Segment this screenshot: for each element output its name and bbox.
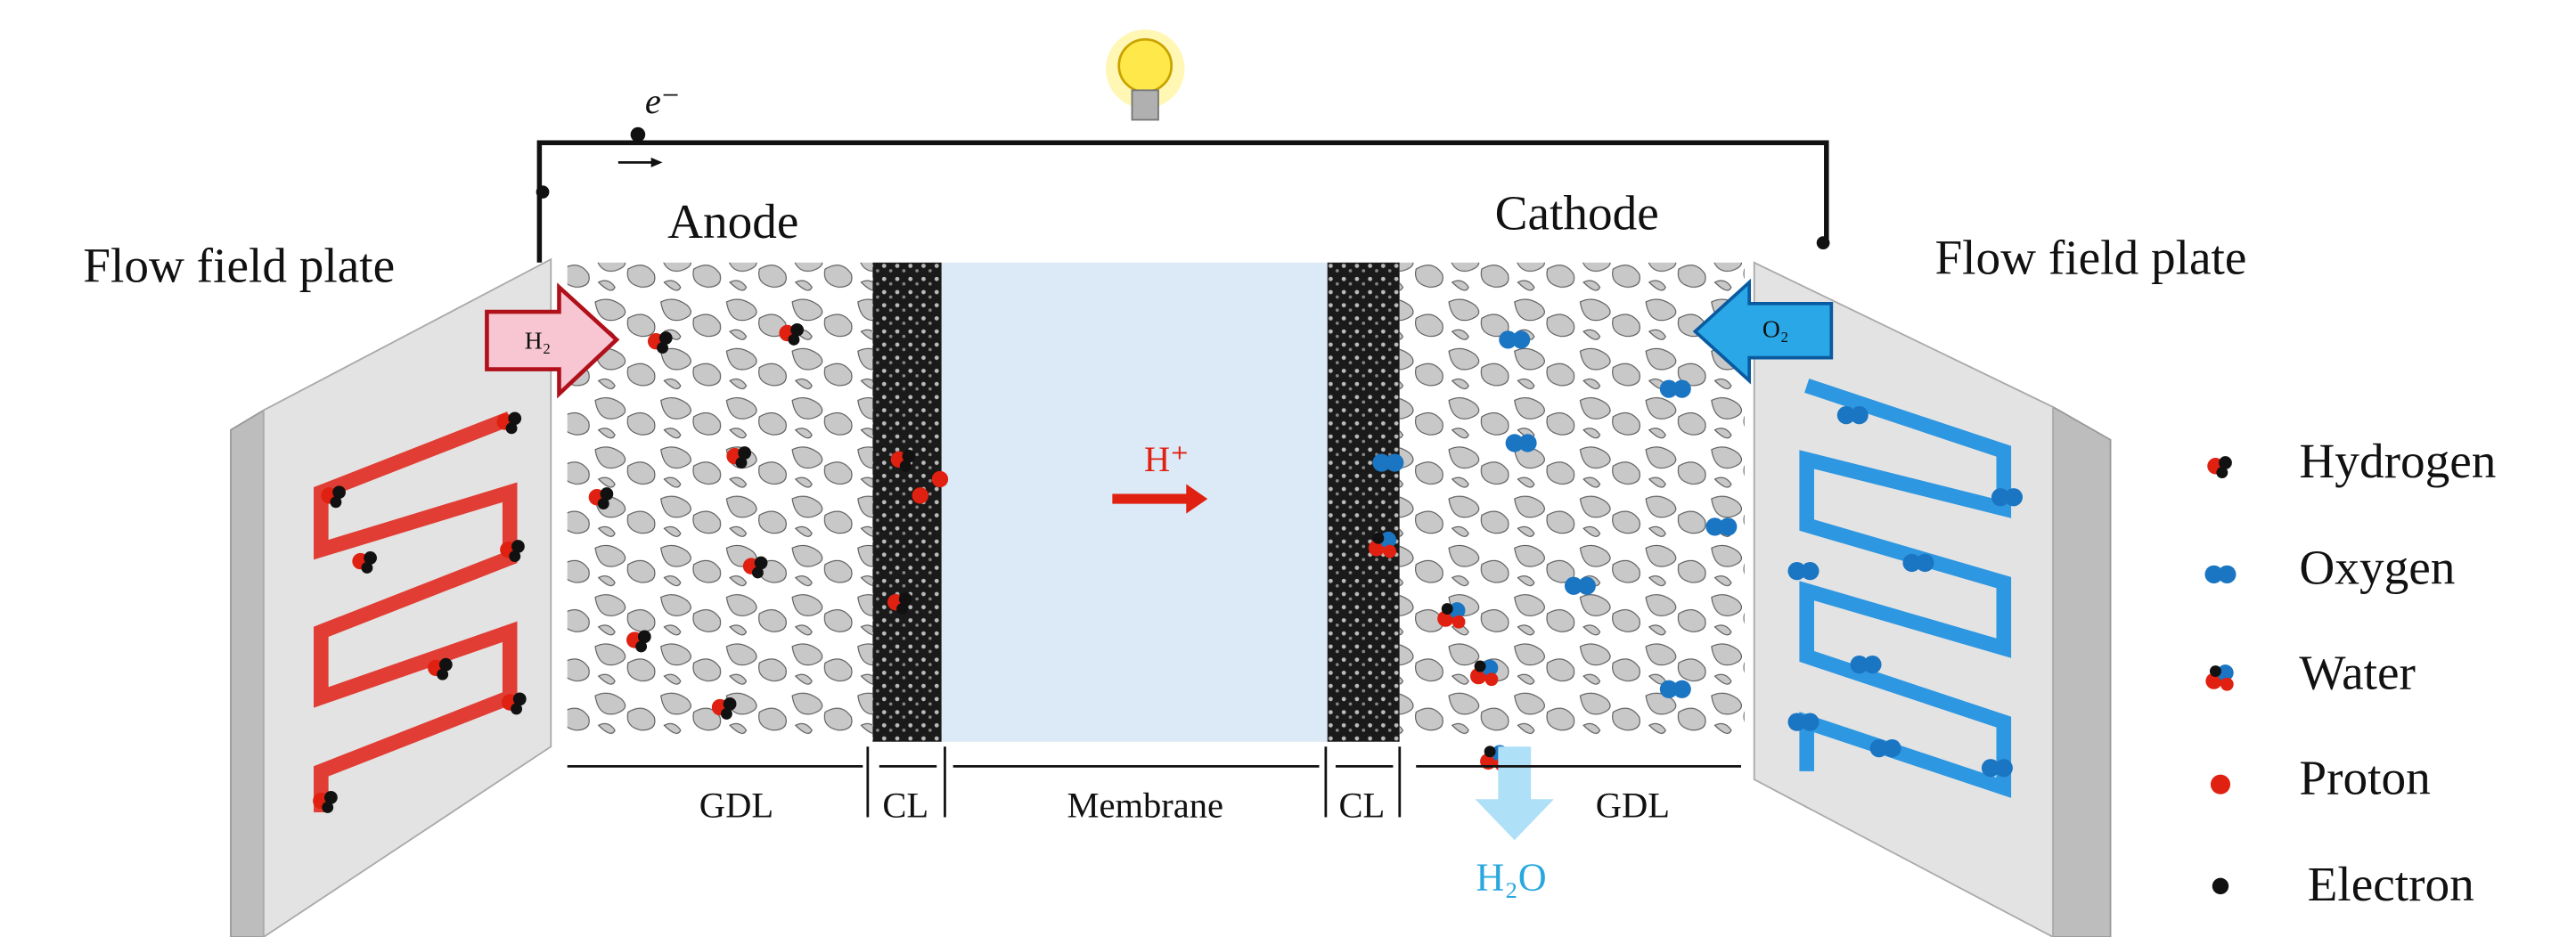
legend-label: Hydrogen — [2299, 434, 2496, 488]
electron-label: e⁻ — [645, 81, 680, 121]
right-plate-label: Flow field plate — [1934, 230, 2246, 284]
left-plate — [230, 257, 552, 937]
legend — [2204, 456, 2237, 895]
right-plate — [1753, 261, 2112, 937]
dimension-lines — [567, 746, 1741, 818]
layer-label: CL — [882, 786, 928, 826]
layer-label: Membrane — [1067, 786, 1223, 826]
anode-label: Anode — [667, 194, 798, 249]
flow-arrows — [485, 278, 1834, 841]
water-outlet-label: H₂O — [1476, 855, 1546, 899]
cathode-label: Cathode — [1495, 186, 1659, 240]
legend-label: Electron — [2308, 857, 2474, 911]
proton-label: H⁺ — [1144, 439, 1190, 479]
layer-label: GDL — [1596, 786, 1670, 826]
light-bulb — [1105, 29, 1185, 121]
layer-label: GDL — [699, 786, 773, 826]
legend-label: Oxygen — [2299, 541, 2455, 595]
legend-label: Water — [2299, 646, 2416, 700]
o2-inlet-label: O₂ — [1762, 315, 1789, 343]
left-plate-label: Flow field plate — [83, 239, 395, 293]
cell-layers — [567, 262, 1745, 742]
legend-label: Proton — [2299, 751, 2430, 805]
h2-inlet-label: H₂ — [525, 326, 552, 354]
layer-label: CL — [1339, 786, 1386, 826]
circuit — [536, 126, 1830, 263]
molecules — [313, 322, 2023, 813]
